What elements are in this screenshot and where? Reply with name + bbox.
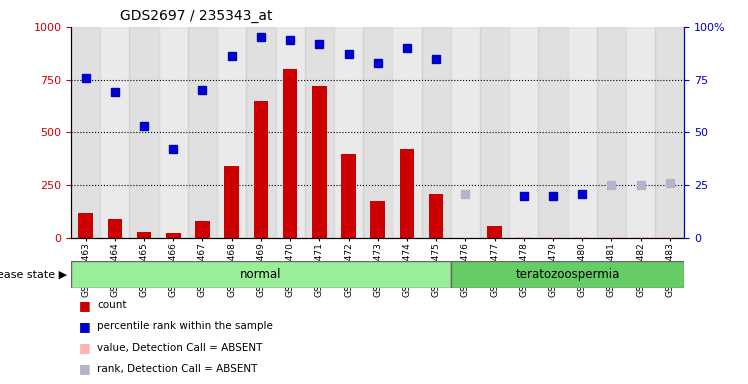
Bar — [254, 101, 269, 238]
Text: ■: ■ — [79, 341, 91, 354]
Text: disease state ▶: disease state ▶ — [0, 270, 67, 280]
Bar — [217, 27, 246, 238]
Bar — [604, 237, 619, 238]
Text: GDS2697 / 235343_at: GDS2697 / 235343_at — [120, 9, 272, 23]
Bar — [108, 219, 122, 238]
Bar — [275, 27, 304, 238]
Bar — [399, 149, 414, 238]
Text: teratozoospermia: teratozoospermia — [515, 268, 620, 281]
Text: ■: ■ — [79, 362, 91, 375]
Bar — [195, 221, 209, 238]
Bar — [334, 27, 363, 238]
Bar — [341, 154, 356, 238]
Bar — [159, 27, 188, 238]
Bar — [568, 27, 597, 238]
Text: ■: ■ — [79, 299, 91, 312]
Bar — [451, 261, 684, 288]
Bar — [451, 27, 480, 238]
Text: percentile rank within the sample: percentile rank within the sample — [97, 321, 273, 331]
Bar — [422, 27, 451, 238]
Bar — [575, 237, 589, 238]
Bar — [312, 86, 327, 238]
Bar — [129, 27, 159, 238]
Bar — [283, 69, 298, 238]
Bar — [166, 233, 180, 238]
Bar — [363, 27, 393, 238]
Bar — [546, 237, 560, 238]
Bar — [370, 201, 385, 238]
Bar — [137, 232, 151, 238]
Bar — [304, 27, 334, 238]
Bar — [79, 213, 93, 238]
Text: value, Detection Call = ABSENT: value, Detection Call = ABSENT — [97, 343, 263, 353]
Bar — [597, 27, 626, 238]
Bar — [71, 261, 451, 288]
Bar — [71, 27, 100, 238]
Bar — [626, 27, 655, 238]
Bar — [100, 27, 129, 238]
Bar — [224, 166, 239, 238]
Text: ■: ■ — [79, 320, 91, 333]
Bar — [509, 27, 539, 238]
Text: count: count — [97, 300, 126, 310]
Bar — [539, 27, 568, 238]
Bar — [429, 194, 444, 238]
Bar — [487, 227, 502, 238]
Bar — [393, 27, 422, 238]
Text: rank, Detection Call = ABSENT: rank, Detection Call = ABSENT — [97, 364, 257, 374]
Bar — [663, 237, 677, 238]
Text: normal: normal — [240, 268, 282, 281]
Bar — [655, 27, 684, 238]
Bar — [516, 237, 531, 238]
Bar — [480, 27, 509, 238]
Bar — [634, 237, 648, 238]
Bar — [188, 27, 217, 238]
Bar — [246, 27, 275, 238]
